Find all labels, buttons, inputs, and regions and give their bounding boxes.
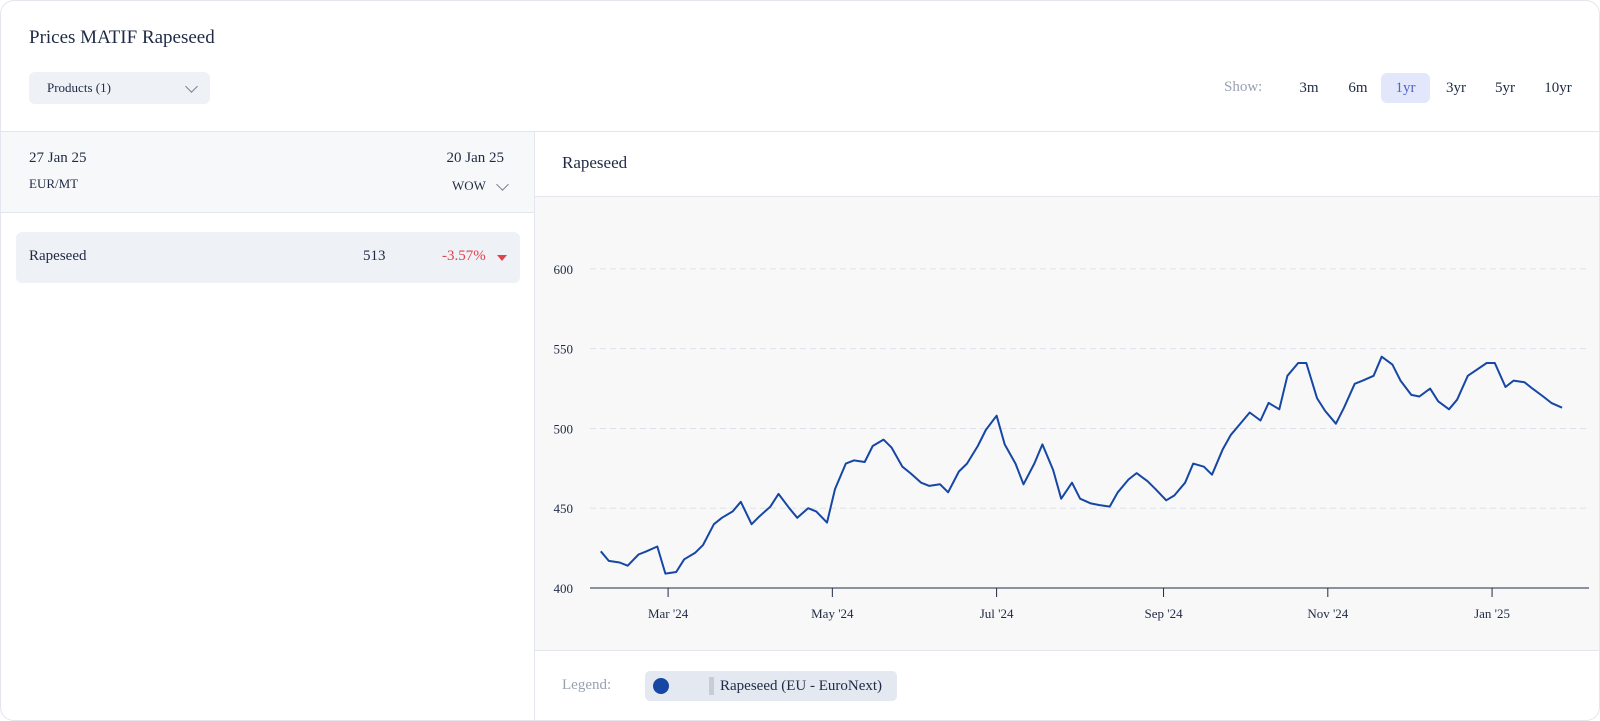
caret-down-icon	[497, 255, 507, 261]
x-tick-label: May '24	[811, 606, 854, 621]
x-tick-label: Nov '24	[1307, 606, 1348, 621]
x-tick-label: Mar '24	[648, 606, 689, 621]
y-tick-label: 400	[554, 581, 574, 596]
y-tick-label: 500	[554, 421, 574, 436]
product-value: 513	[363, 248, 386, 264]
product-change: -3.57%	[442, 248, 486, 264]
chart-header-divider	[535, 196, 1599, 197]
products-dropdown-label: Products (1)	[47, 80, 111, 95]
products-dropdown[interactable]: Products (1)	[29, 72, 210, 104]
compare-mode-dropdown[interactable]: WOW	[452, 177, 509, 194]
range-3yr[interactable]: 3yr	[1446, 79, 1466, 96]
x-tick-label: Jan '25	[1474, 606, 1510, 621]
legend-item-label: Rapeseed (EU - EuroNext)	[720, 677, 883, 694]
left-header-divider	[1, 212, 534, 213]
left-pane-header	[1, 132, 534, 212]
range-3m[interactable]: 3m	[1299, 79, 1319, 96]
chevron-down-icon	[185, 79, 198, 93]
show-label: Show:	[1224, 79, 1263, 95]
header-divider	[1, 131, 1599, 132]
legend-divider	[535, 650, 1599, 651]
x-tick-label: Sep '24	[1145, 606, 1184, 621]
y-tick-label: 550	[554, 342, 574, 357]
product-name: Rapeseed	[29, 248, 87, 264]
compare-date: 20 Jan 25	[446, 150, 505, 166]
series-line-rapeseed	[600, 355, 1563, 575]
unit-label: EUR/MT	[29, 176, 79, 191]
x-tick-label: Jul '24	[980, 606, 1014, 621]
pane-divider	[534, 132, 535, 720]
current-date: 27 Jan 25	[29, 150, 87, 166]
drag-handle-icon	[709, 677, 714, 695]
chart-title: Rapeseed	[562, 153, 628, 172]
legend-item-rapeseed[interactable]: Rapeseed (EU - EuroNext)	[645, 671, 897, 701]
y-tick-label: 600	[554, 262, 574, 277]
product-row-rapeseed[interactable]: Rapeseed 513 -3.57%	[16, 232, 520, 283]
y-tick-label: 450	[554, 501, 574, 516]
range-10yr[interactable]: 10yr	[1544, 79, 1572, 96]
price-line-chart: 400 450 500 550 600 Mar '24 May '24 Jul '24 Sep …	[554, 262, 1589, 621]
page-title: Prices MATIF Rapeseed	[29, 27, 215, 48]
legend-label: Legend:	[562, 677, 612, 693]
range-5yr[interactable]: 5yr	[1495, 79, 1515, 96]
chevron-down-icon	[496, 177, 509, 191]
range-6m[interactable]: 6m	[1348, 79, 1368, 96]
range-1yr[interactable]: 1yr	[1381, 73, 1430, 103]
chart-area: 400 450 500 550 600 Mar '24 May '24 Jul '24 Sep …	[535, 197, 1599, 650]
series-color-dot	[653, 678, 669, 694]
compare-mode-label: WOW	[452, 178, 486, 193]
